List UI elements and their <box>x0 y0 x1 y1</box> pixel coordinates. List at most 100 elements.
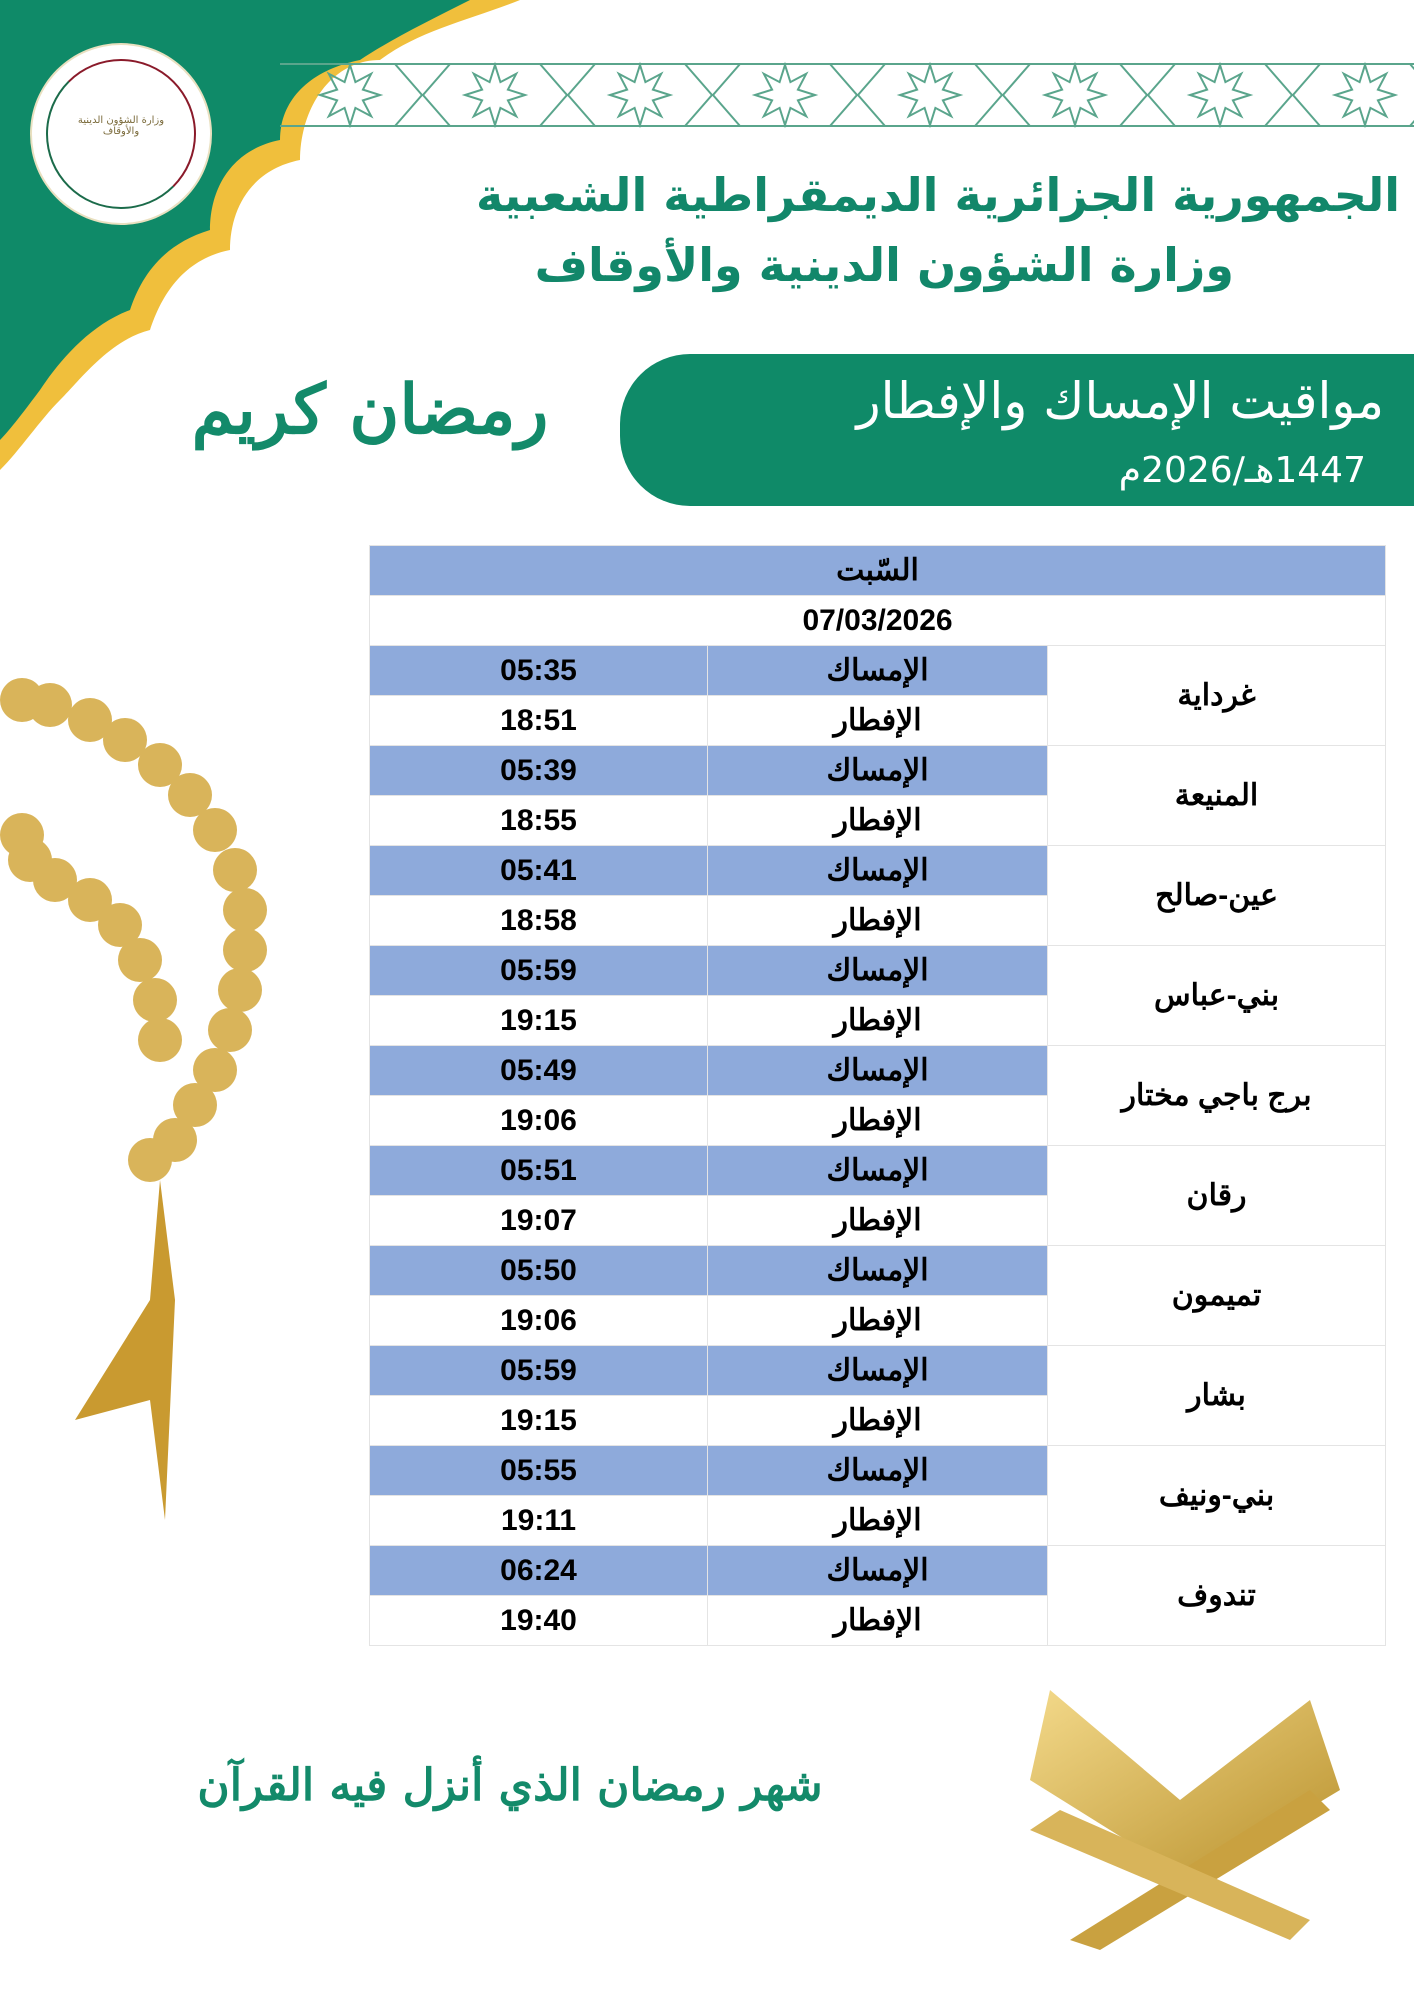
imsak-label: الإمساك <box>707 845 1049 896</box>
city-cell: عين-صالح <box>1047 845 1387 946</box>
iftar-label: الإفطار <box>707 1295 1049 1346</box>
bead <box>138 1018 182 1062</box>
iftar-label: الإفطار <box>707 1595 1049 1646</box>
table-row-iftar: الإفطار 19:07 <box>368 1195 1386 1246</box>
star-ornament <box>1331 61 1399 128</box>
iftar-time: 18:51 <box>368 695 709 746</box>
iftar-time: 19:06 <box>368 1095 709 1146</box>
table-row-imsak: رقان الإمساك 05:51 <box>368 1145 1387 1246</box>
table-row-imsak: تندوف الإمساك 06:24 <box>368 1545 1387 1646</box>
iftar-time: 18:58 <box>368 895 709 946</box>
city-cell: بني-ونيف <box>1047 1445 1387 1546</box>
table-row-imsak: بني-عباس الإمساك 05:59 <box>368 945 1387 1046</box>
city-cell: تميمون <box>1047 1245 1387 1346</box>
timetable: السّبت 07/03/2026 غرداية الإمساك 05:35 ال… <box>368 545 1387 1646</box>
iftar-time: 19:06 <box>368 1295 709 1346</box>
bead <box>193 1048 237 1092</box>
imsak-time: 05:59 <box>368 945 709 996</box>
imsak-label: الإمساك <box>707 945 1049 996</box>
star-ornament <box>316 61 384 128</box>
logo-text: وزارة الشؤون الدينية والأوقاف <box>77 115 165 137</box>
table-row-iftar: الإفطار 19:15 <box>368 1395 1386 1446</box>
imsak-label: الإمساك <box>707 745 1049 796</box>
bead <box>208 1008 252 1052</box>
frieze-chevron <box>829 63 886 127</box>
imsak-time: 05:35 <box>368 645 709 696</box>
bead <box>133 978 177 1022</box>
bead <box>103 718 147 762</box>
table-row-iftar: الإفطار 18:51 <box>368 695 1386 746</box>
iftar-time: 19:07 <box>368 1195 709 1246</box>
ramadan-kareem-calligraphy: رمضان كريم <box>191 370 549 450</box>
city-cell: تندوف <box>1047 1545 1387 1646</box>
table-row-iftar: الإفطار 19:06 <box>368 1295 1386 1346</box>
bead <box>68 878 112 922</box>
imsak-label: الإمساك <box>707 1545 1049 1596</box>
iftar-label: الإفطار <box>707 795 1049 846</box>
frieze-chevron <box>974 63 1031 127</box>
bead <box>213 848 257 892</box>
frieze-chevron <box>1409 63 1414 127</box>
iftar-label: الإفطار <box>707 1195 1049 1246</box>
imsak-time: 05:51 <box>368 1145 709 1196</box>
star-ornament <box>1186 61 1254 128</box>
ministry-title: وزارة الشؤون الدينية والأوقاف <box>534 238 1234 292</box>
table-row-iftar: الإفطار 19:06 <box>368 1095 1386 1146</box>
imsak-label: الإمساك <box>707 1245 1049 1296</box>
star-ornament <box>896 61 964 128</box>
bead <box>28 683 72 727</box>
table-row-iftar: الإفطار 18:55 <box>368 795 1386 846</box>
tassel <box>75 1180 175 1520</box>
bead <box>118 938 162 982</box>
imsak-time: 05:55 <box>368 1445 709 1496</box>
table-row-imsak: عين-صالح الإمساك 05:41 <box>368 845 1387 946</box>
bead <box>193 808 237 852</box>
iftar-time: 19:11 <box>368 1495 709 1546</box>
table-row-imsak: برج باجي مختار الإمساك 05:49 <box>368 1045 1387 1146</box>
city-cell: رقان <box>1047 1145 1387 1246</box>
iftar-label: الإفطار <box>707 895 1049 946</box>
banner-title: مواقيت الإمساك والإفطار <box>856 372 1384 430</box>
iftar-label: الإفطار <box>707 1395 1049 1446</box>
day-cell: السّبت <box>368 545 1387 596</box>
bead <box>33 858 77 902</box>
quran-book-icon <box>1030 1690 1340 1950</box>
iftar-time: 18:55 <box>368 795 709 846</box>
city-cell: برج باجي مختار <box>1047 1045 1387 1146</box>
frieze-chevron <box>394 63 451 127</box>
imsak-time: 06:24 <box>368 1545 709 1596</box>
iftar-label: الإفطار <box>707 995 1049 1046</box>
frieze-chevron <box>684 63 741 127</box>
frieze-chevron <box>1264 63 1321 127</box>
bead <box>128 1138 172 1182</box>
bead <box>138 743 182 787</box>
bead <box>173 1083 217 1127</box>
frieze-chevron <box>1119 63 1176 127</box>
bead <box>168 773 212 817</box>
table-row-imsak: تميمون الإمساك 05:50 <box>368 1245 1387 1346</box>
bead <box>223 888 267 932</box>
prayer-beads-icon <box>0 678 267 1520</box>
iftar-label: الإفطار <box>707 695 1049 746</box>
decorative-star-frieze <box>280 61 1414 128</box>
iftar-time: 19:15 <box>368 1395 709 1446</box>
imsak-time: 05:39 <box>368 745 709 796</box>
table-row-iftar: الإفطار 19:15 <box>368 995 1386 1046</box>
iftar-time: 19:15 <box>368 995 709 1046</box>
city-cell: بني-عباس <box>1047 945 1387 1046</box>
bead <box>98 903 142 947</box>
city-cell: غرداية <box>1047 645 1387 746</box>
ministry-logo: وزارة الشؤون الدينية والأوقاف <box>32 45 210 223</box>
iftar-time: 19:40 <box>368 1595 709 1646</box>
city-cell: المنيعة <box>1047 745 1387 846</box>
table-row-imsak: غرداية الإمساك 05:35 <box>368 645 1387 746</box>
imsak-time: 05:41 <box>368 845 709 896</box>
imsak-label: الإمساك <box>707 1145 1049 1196</box>
imsak-time: 05:59 <box>368 1345 709 1396</box>
date-cell: 07/03/2026 <box>368 595 1387 646</box>
imsak-label: الإمساك <box>707 645 1049 696</box>
table-row-imsak: بشار الإمساك 05:59 <box>368 1345 1387 1446</box>
table-row-imsak: المنيعة الإمساك 05:39 <box>368 745 1387 846</box>
banner-year: 1447هـ/2026م <box>1118 450 1366 491</box>
city-cell: بشار <box>1047 1345 1387 1446</box>
